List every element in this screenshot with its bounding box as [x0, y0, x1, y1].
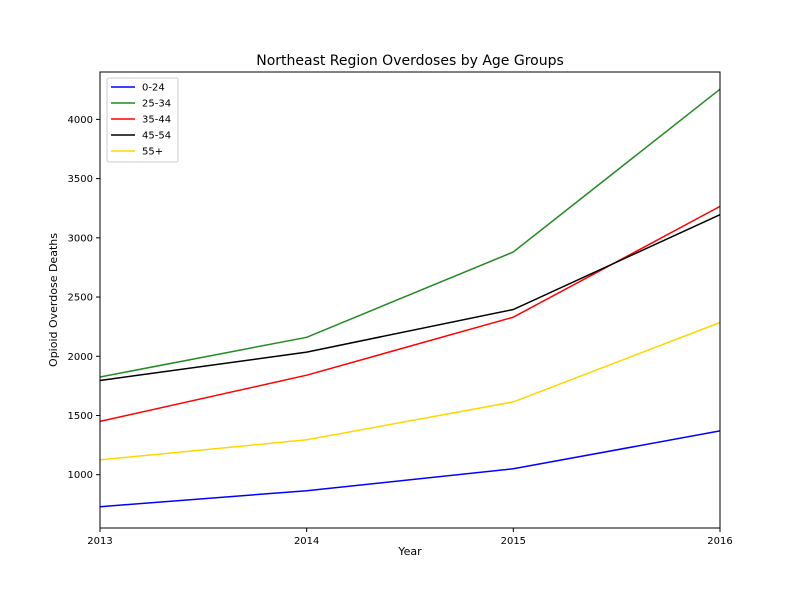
x-tick-label: 2015 — [501, 536, 526, 547]
x-tick-label: 2014 — [294, 536, 319, 547]
x-tick-label: 2016 — [707, 536, 732, 547]
legend-label-55+: 55+ — [142, 147, 163, 158]
series-line-0-24 — [100, 431, 720, 507]
series-line-55+ — [100, 323, 720, 460]
y-tick-label: 1500 — [68, 411, 93, 422]
y-tick-label: 4000 — [68, 115, 93, 126]
x-tick-label: 2013 — [87, 536, 112, 547]
legend: 0-24 25-34 35-44 45-54 55+ — [107, 78, 178, 162]
legend-label-35-44: 35-44 — [142, 115, 171, 126]
chart-title: Northeast Region Overdoses by Age Groups — [256, 53, 564, 69]
plot-frame — [100, 72, 720, 528]
series-line-35-44 — [100, 206, 720, 421]
series-layer — [100, 89, 720, 507]
y-tick-label: 2500 — [68, 293, 93, 304]
y-tick-label: 1000 — [68, 470, 93, 481]
series-line-45-54 — [100, 215, 720, 381]
legend-label-0-24: 0-24 — [142, 83, 165, 94]
legend-label-45-54: 45-54 — [142, 131, 171, 142]
x-axis-label: Year — [397, 545, 422, 558]
series-line-25-34 — [100, 89, 720, 377]
y-axis: 1000 1500 2000 2500 3000 3500 4000 — [68, 115, 100, 481]
y-tick-label: 3500 — [68, 174, 93, 185]
y-axis-label: Opioid Overdose Deaths — [47, 233, 60, 367]
y-tick-label: 2000 — [68, 352, 93, 363]
legend-label-25-34: 25-34 — [142, 99, 171, 110]
y-tick-label: 3000 — [68, 233, 93, 244]
